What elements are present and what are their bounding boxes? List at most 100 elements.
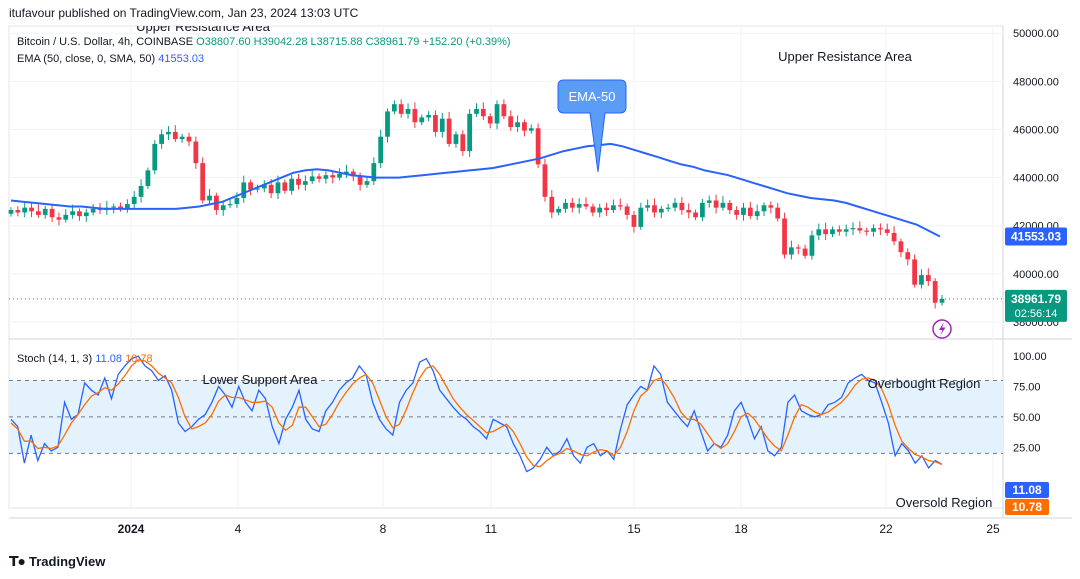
candle-body bbox=[823, 229, 829, 235]
candle-body bbox=[309, 176, 315, 182]
candle-body bbox=[83, 212, 89, 217]
candle-body bbox=[15, 210, 21, 213]
candle-body bbox=[419, 117, 425, 123]
candle-body bbox=[508, 116, 514, 128]
candle-body bbox=[761, 205, 767, 212]
ema-50-line bbox=[10, 142, 941, 238]
candle-body bbox=[289, 178, 295, 191]
candle-body bbox=[77, 211, 82, 217]
candle-body bbox=[679, 202, 685, 211]
candle-body bbox=[282, 182, 288, 191]
candle-body bbox=[713, 200, 719, 208]
candle-body bbox=[268, 184, 274, 194]
candle-body bbox=[391, 104, 397, 112]
stoch-d-axis-label bbox=[1005, 499, 1049, 515]
stoch-tick-label: 100.00 bbox=[1013, 351, 1047, 363]
candle-body bbox=[63, 214, 69, 220]
candle-body bbox=[179, 136, 185, 140]
candle-body bbox=[939, 298, 945, 303]
candle-body bbox=[727, 202, 733, 211]
candle-body bbox=[152, 143, 158, 171]
stoch-k-axis-text: 11.08 bbox=[1012, 483, 1042, 497]
candle-body bbox=[446, 118, 452, 144]
candle-body bbox=[611, 205, 616, 211]
ema-price-label-text: 41553.03 bbox=[1011, 229, 1061, 243]
candle-body bbox=[193, 141, 199, 164]
candle-body bbox=[480, 109, 486, 117]
candle-body bbox=[693, 212, 698, 218]
upper-resistance-label: Upper Resistance Area bbox=[778, 49, 912, 64]
candle-body bbox=[549, 196, 555, 213]
candle-body bbox=[275, 182, 281, 194]
candle-body bbox=[261, 184, 267, 189]
time-tick-label: 11 bbox=[485, 522, 498, 536]
candle-body bbox=[672, 202, 678, 208]
candle-body bbox=[631, 214, 637, 227]
time-tick-label: 8 bbox=[380, 522, 387, 536]
candle-body bbox=[501, 104, 507, 117]
candle-body bbox=[734, 210, 740, 215]
candle-body bbox=[323, 175, 329, 179]
candle-body bbox=[932, 281, 938, 303]
candle-body bbox=[576, 204, 582, 208]
candle-body bbox=[768, 205, 774, 208]
candle-body bbox=[741, 207, 746, 215]
candle-body bbox=[186, 136, 192, 142]
candle-body bbox=[453, 134, 459, 144]
countdown-text: 02:56:14 bbox=[1015, 308, 1058, 320]
candle-body bbox=[836, 229, 842, 232]
last-price-label-text: 38961.79 bbox=[1011, 292, 1061, 306]
candle-body bbox=[90, 208, 96, 213]
candle-body bbox=[207, 195, 212, 201]
candle-body bbox=[665, 207, 671, 209]
price-tick-label: 50000.00 bbox=[1013, 28, 1059, 40]
open-value: O38807.60 bbox=[196, 36, 251, 48]
candle-body bbox=[8, 210, 14, 214]
stoch-d-line bbox=[10, 359, 943, 468]
publish-info: itufavour published on TradingView.com, … bbox=[9, 6, 359, 20]
candle-body bbox=[789, 247, 794, 255]
candle-body bbox=[583, 204, 589, 207]
price-tick-label: 46000.00 bbox=[1013, 124, 1059, 136]
candle-body bbox=[645, 205, 651, 208]
time-tick-label: 15 bbox=[627, 522, 641, 536]
candle-body bbox=[426, 115, 431, 118]
candle-body bbox=[344, 171, 349, 174]
overbought-label: Overbought Region bbox=[868, 376, 981, 391]
candle-body bbox=[905, 252, 911, 260]
last-price-label bbox=[1005, 289, 1067, 322]
candle-body bbox=[302, 181, 308, 185]
tradingview-logo-icon: 𝗧● bbox=[9, 553, 26, 569]
candle-body bbox=[330, 175, 336, 178]
candle-body bbox=[795, 247, 801, 249]
ema-50-callout bbox=[557, 79, 627, 173]
candle-body bbox=[843, 229, 849, 232]
candle-body bbox=[898, 241, 904, 253]
stoch-legend-label: Stoch (14, 1, 3) bbox=[17, 353, 93, 365]
candle-body bbox=[686, 210, 692, 213]
candle-body bbox=[912, 259, 917, 285]
candle-body bbox=[241, 182, 247, 199]
price-tick-label: 40000.00 bbox=[1013, 269, 1059, 281]
candle-body bbox=[542, 164, 548, 197]
candle-body bbox=[652, 205, 657, 213]
high-value: H39042.28 bbox=[253, 36, 308, 48]
candle-body bbox=[925, 275, 931, 282]
low-value: L38715.88 bbox=[310, 36, 363, 48]
candle-body bbox=[487, 116, 493, 124]
candle-body bbox=[830, 229, 835, 235]
candle-body bbox=[97, 208, 103, 211]
candle-body bbox=[535, 128, 541, 165]
candle-body bbox=[36, 211, 41, 215]
candle-body bbox=[433, 115, 438, 132]
candle-body bbox=[248, 182, 253, 190]
footer-brand[interactable]: 𝗧● TradingView bbox=[9, 553, 105, 570]
candle-body bbox=[871, 228, 876, 232]
candle-body bbox=[604, 207, 609, 211]
stoch-tick-label: 25.00 bbox=[1013, 442, 1041, 454]
brand-name: TradingView bbox=[29, 554, 106, 569]
candle-body bbox=[747, 207, 753, 217]
time-tick-label: 18 bbox=[734, 522, 748, 536]
candle-body bbox=[563, 202, 568, 209]
